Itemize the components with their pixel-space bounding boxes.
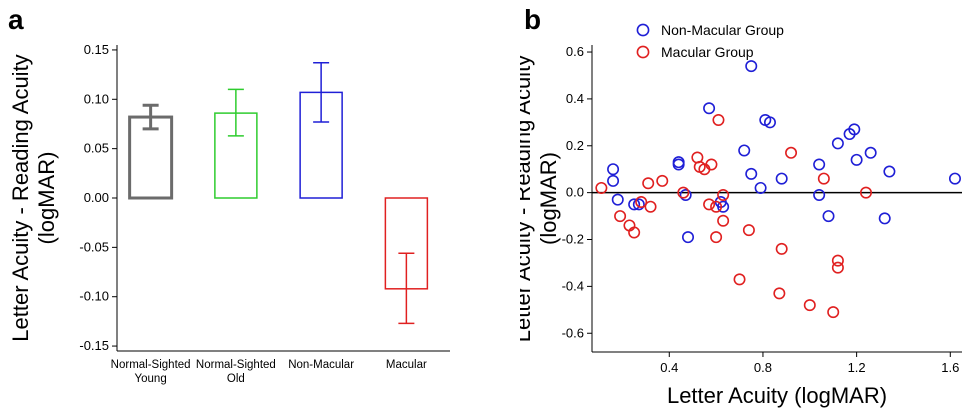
data-point <box>848 123 861 136</box>
y-tick-label: -0.15 <box>79 338 109 353</box>
data-point <box>813 188 826 201</box>
y-axis-title: Letter Acuity - Reading Acuity(logMAR) <box>520 55 561 342</box>
data-point <box>763 116 776 129</box>
data-point <box>628 198 641 211</box>
data-point <box>705 158 718 171</box>
data-point <box>754 181 767 194</box>
data-point <box>850 153 863 166</box>
data-point <box>733 273 746 286</box>
y-tick-label: 0.2 <box>566 138 584 153</box>
y-tick-label: 0.00 <box>84 190 109 205</box>
y-tick-label: -0.10 <box>79 289 109 304</box>
data-point <box>822 210 835 223</box>
data-point <box>745 60 758 73</box>
data-point <box>785 146 798 159</box>
data-point <box>595 181 608 194</box>
data-point <box>632 198 645 211</box>
data-point <box>717 188 730 201</box>
scatter-chart: -0.6 -0.4 -0.2 0.0 0.2 0.4 0.6 0.4 0.8 1.2 1.6 Lett… <box>520 22 962 408</box>
data-point <box>742 224 755 237</box>
data-point <box>682 231 695 244</box>
legend-label: Non-Macular Group <box>661 22 784 38</box>
y-tick-label: 0.10 <box>84 91 109 106</box>
data-point <box>656 174 669 187</box>
x-tick-label: Non-Macular <box>288 359 354 371</box>
bar-chart: -0.15 -0.10 -0.05 0.00 0.05 0.10 0.15 Letter Ac… <box>8 42 450 385</box>
data-point <box>679 188 692 201</box>
y-axis-title-text: Letter Acuity - Reading Acuity(logMAR) <box>520 55 561 342</box>
data-point <box>948 172 961 185</box>
data-point <box>614 210 627 223</box>
data-point <box>773 287 786 300</box>
x-tick-label: 0.4 <box>660 360 678 375</box>
legend-marker <box>636 45 650 59</box>
data-point <box>827 306 840 319</box>
data-point <box>710 231 723 244</box>
data-point <box>677 186 690 199</box>
data-point <box>712 113 725 126</box>
data-point <box>864 146 877 159</box>
y-tick-label: 0.0 <box>566 185 584 200</box>
data-point <box>672 158 685 171</box>
data-point <box>607 163 620 176</box>
data-point <box>775 172 788 185</box>
data-point <box>817 172 830 185</box>
y-tick-label: -0.2 <box>562 232 584 247</box>
data-point <box>703 102 716 115</box>
x-tick-label: 0.8 <box>754 360 772 375</box>
y-tick-label: 0.05 <box>84 141 109 156</box>
data-point <box>831 261 844 274</box>
x-tick-label: Macular <box>386 359 427 371</box>
x-tick-label: Normal-Sighted Young <box>111 359 191 385</box>
y-tick-label: -0.6 <box>562 325 584 340</box>
y-tick-label: -0.05 <box>79 239 109 254</box>
data-point <box>738 144 751 157</box>
y-axis-title: Letter Acuity - Reading Acuity(logMAR) <box>8 54 59 341</box>
data-point <box>878 212 891 225</box>
panel-b-label: b <box>524 4 542 35</box>
data-point <box>628 226 641 239</box>
data-point <box>607 174 620 187</box>
legend-marker <box>636 23 650 37</box>
y-axis-title-text: Letter Acuity - Reading Acuity(logMAR) <box>8 54 59 341</box>
data-point <box>642 177 655 190</box>
data-point <box>710 200 723 213</box>
data-point <box>717 200 730 213</box>
y-tick-label: 0.6 <box>566 44 584 59</box>
data-point <box>859 186 872 199</box>
data-point <box>813 158 826 171</box>
y-tick-label: 0.4 <box>566 91 584 106</box>
x-tick-label: Normal-Sighted Old <box>196 359 276 385</box>
data-point <box>717 214 730 227</box>
data-point <box>803 299 816 312</box>
y-tick-label: -0.4 <box>562 278 584 293</box>
data-point <box>775 242 788 255</box>
x-tick-label: 1.6 <box>941 360 959 375</box>
data-point <box>635 196 648 209</box>
data-point <box>831 254 844 267</box>
panel-a-label: a <box>8 4 24 35</box>
data-point <box>644 200 657 213</box>
data-point <box>611 193 624 206</box>
data-point <box>883 165 896 178</box>
x-tick-label: 1.2 <box>848 360 866 375</box>
x-axis-title: Letter Acuity (logMAR) <box>667 383 887 408</box>
data-point <box>703 198 716 211</box>
data-point <box>745 167 758 180</box>
y-tick-label: 0.15 <box>84 42 109 57</box>
legend-label: Macular Group <box>661 44 754 60</box>
data-point <box>831 137 844 150</box>
